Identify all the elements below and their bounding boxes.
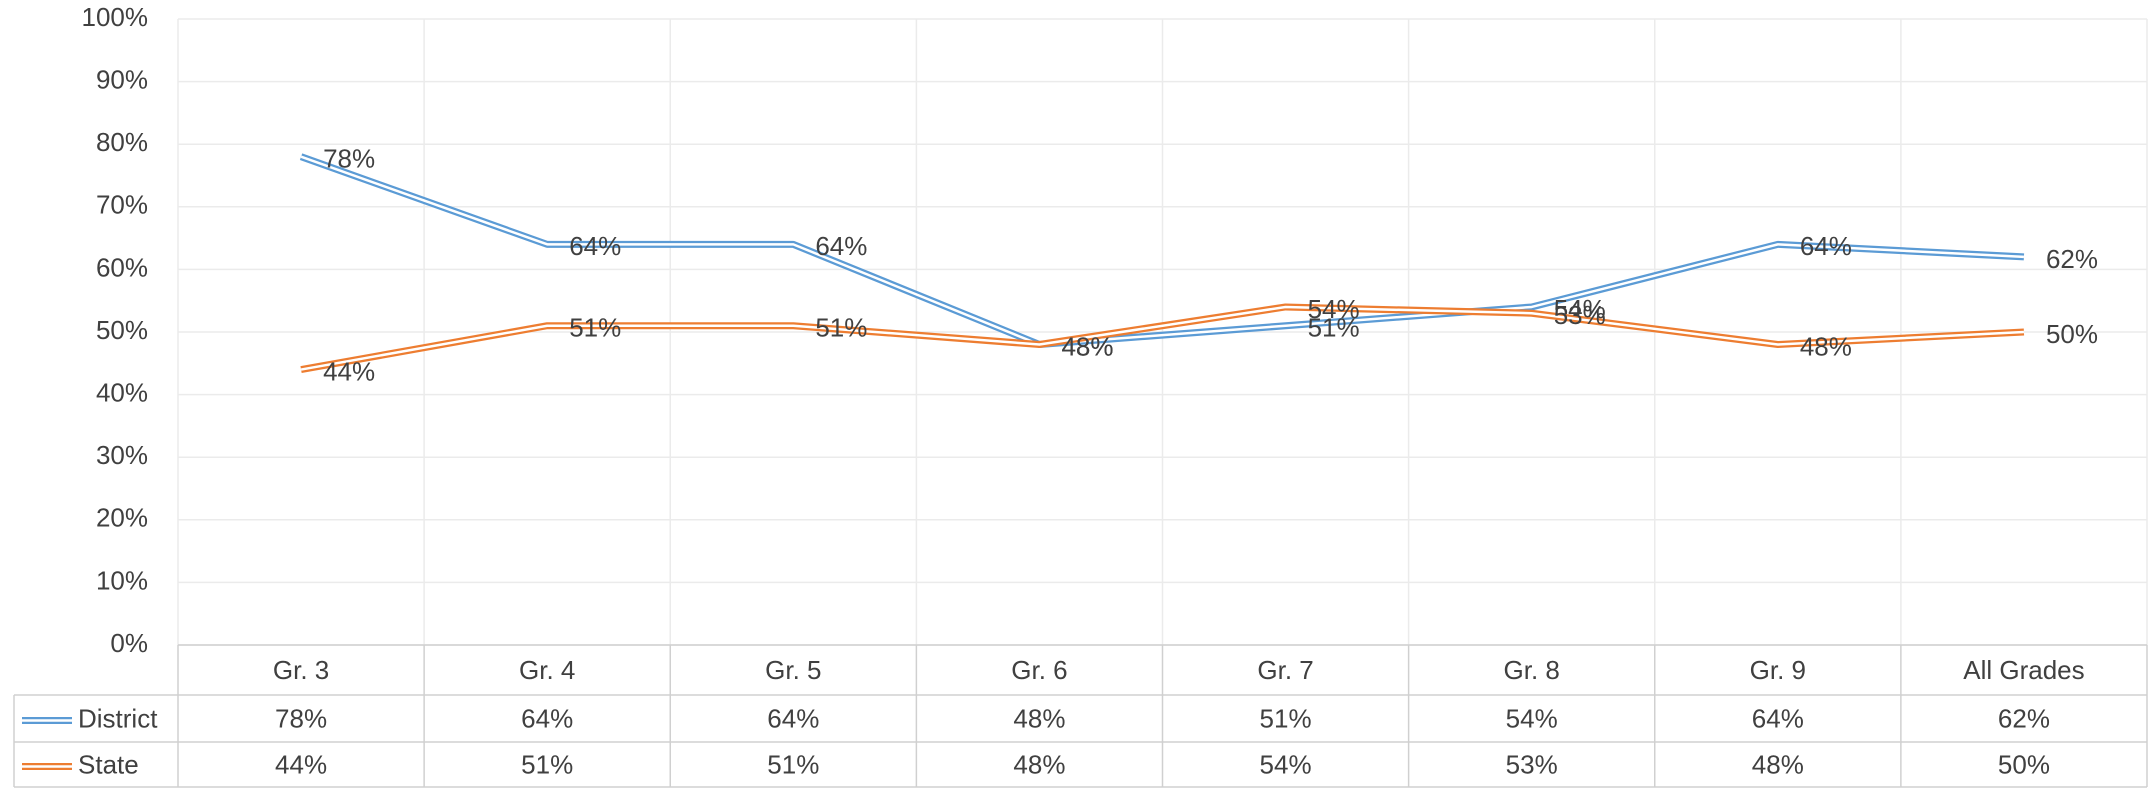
x-tick-label: All Grades [1963, 655, 2084, 685]
x-tick-label: Gr. 5 [765, 655, 821, 685]
series-line-inner [300, 305, 2025, 371]
y-tick-label: 50% [96, 315, 148, 345]
y-tick-label: 80% [96, 127, 148, 157]
data-label: 78% [323, 144, 375, 174]
legend-label: District [78, 703, 158, 733]
data-label: 54% [1308, 294, 1360, 324]
data-label: 62% [2046, 244, 2098, 274]
data-label: 51% [815, 313, 867, 343]
table-cell: 48% [1013, 703, 1065, 733]
table-cell: 44% [275, 749, 327, 779]
table-cell: 54% [1260, 749, 1312, 779]
table-cell: 48% [1013, 749, 1065, 779]
data-label: 48% [1061, 331, 1113, 361]
x-tick-label: Gr. 6 [1011, 655, 1067, 685]
legend-label: State [78, 749, 139, 779]
data-label: 50% [2046, 319, 2098, 349]
table-cell: 64% [767, 703, 819, 733]
table-cell: 64% [521, 703, 573, 733]
y-tick-label: 100% [82, 2, 149, 32]
table-cell: 78% [275, 703, 327, 733]
y-tick-label: 20% [96, 503, 148, 533]
table-cell: 54% [1506, 703, 1558, 733]
data-label: 64% [1800, 231, 1852, 261]
data-label: 64% [815, 231, 867, 261]
y-tick-label: 30% [96, 440, 148, 470]
x-tick-label: Gr. 9 [1750, 655, 1806, 685]
y-tick-label: 90% [96, 64, 148, 94]
table-cell: 51% [521, 749, 573, 779]
y-tick-label: 70% [96, 190, 148, 220]
series-line-inner [300, 155, 2025, 346]
table-cell: 53% [1506, 749, 1558, 779]
table-cell: 62% [1998, 703, 2050, 733]
y-tick-label: 60% [96, 252, 148, 282]
x-tick-label: Gr. 8 [1504, 655, 1560, 685]
table-cell: 64% [1752, 703, 1804, 733]
data-label: 51% [1308, 313, 1360, 343]
x-tick-label: Gr. 7 [1257, 655, 1313, 685]
data-label: 48% [1800, 331, 1852, 361]
data-label: 51% [569, 313, 621, 343]
y-tick-label: 0% [110, 628, 148, 658]
data-label: 44% [323, 356, 375, 386]
table-cell: 48% [1752, 749, 1804, 779]
table-cell: 51% [1260, 703, 1312, 733]
x-tick-label: Gr. 3 [273, 655, 329, 685]
data-label: 53% [1554, 300, 1606, 330]
table-cell: 51% [767, 749, 819, 779]
table-cell: 50% [1998, 749, 2050, 779]
y-tick-label: 40% [96, 377, 148, 407]
x-tick-label: Gr. 4 [519, 655, 575, 685]
data-label: 64% [569, 231, 621, 261]
y-tick-label: 10% [96, 565, 148, 595]
